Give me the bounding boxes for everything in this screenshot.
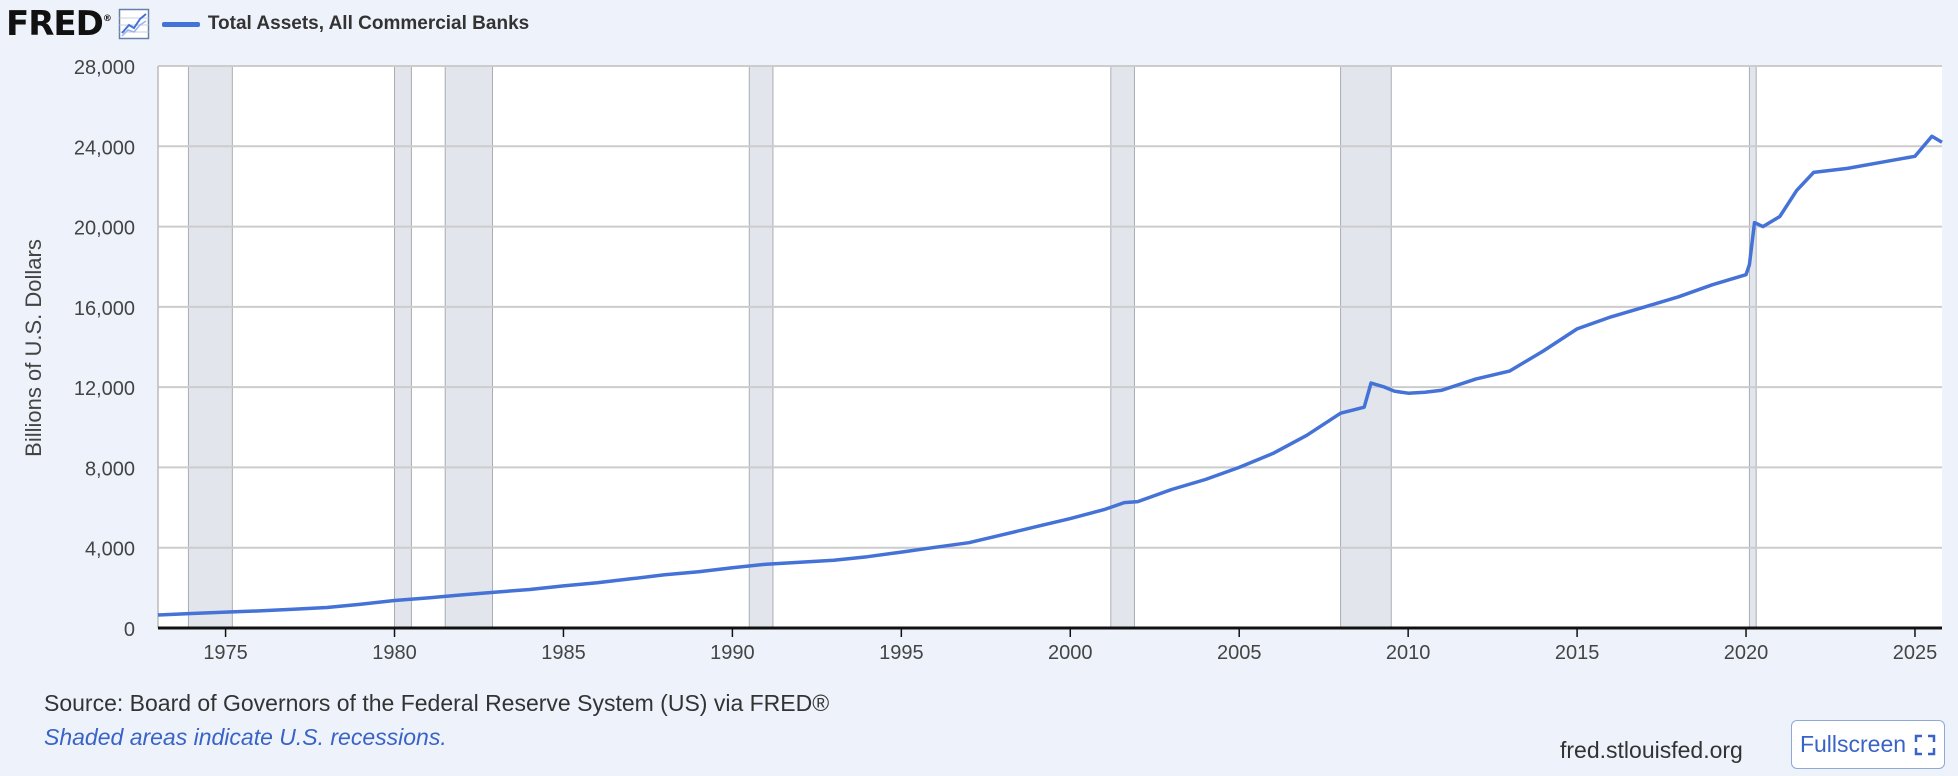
fullscreen-icon (1914, 734, 1936, 755)
logo-text: FRED (6, 4, 104, 44)
recession-note: Shaded areas indicate U.S. recessions. (44, 724, 447, 750)
legend-swatch (161, 21, 200, 27)
y-tick-label: 16,000 (74, 298, 135, 320)
y-axis-label: Billions of U.S. Dollars (21, 239, 46, 457)
fullscreen-button[interactable]: Fullscreen (1791, 720, 1945, 769)
x-tick-label: 1980 (372, 642, 417, 664)
y-axis-ticks: 0 4,000 8,000 12,000 16,000 20,000 24,000 28,00… (74, 57, 135, 641)
recession-band (1110, 66, 1135, 628)
y-tick-label: 8,000 (85, 458, 135, 480)
fullscreen-label: Fullscreen (1799, 731, 1907, 757)
plot-background (158, 66, 1942, 628)
recession-band (1340, 66, 1392, 628)
recession-band (445, 66, 493, 628)
y-tick-label: 0 (124, 619, 135, 641)
x-axis-ticks: 1975 1980 1985 1990 1995 2000 2005 2010 2015 2020… (158, 626, 1942, 664)
series-title[interactable]: Total Assets, All Commercial Banks (207, 13, 530, 34)
y-tick-label: 28,000 (74, 57, 135, 79)
y-tick-label: 20,000 (74, 218, 135, 240)
x-tick-label: 2005 (1217, 642, 1262, 664)
recession-bands (187, 66, 1757, 628)
recession-band (1749, 66, 1757, 628)
line-chart-icon[interactable] (118, 8, 150, 40)
chart-header: FRED® Total Assets, All Commercial Banks (6, 4, 529, 44)
series-line[interactable] (157, 134, 1943, 617)
x-tick-label: 2020 (1724, 642, 1769, 664)
recession-band (394, 66, 412, 628)
x-tick-label: 1975 (203, 642, 248, 664)
x-tick-label: 2015 (1555, 642, 1600, 664)
y-tick-label: 24,000 (74, 137, 135, 159)
x-tick-label: 1995 (879, 642, 924, 664)
source-text: Source: Board of Governors of the Federa… (44, 690, 830, 716)
site-link[interactable]: fred.stlouisfed.org (1560, 737, 1743, 763)
x-tick-label: 2010 (1386, 642, 1431, 664)
series-layer (157, 134, 1943, 617)
y-tick-label: 4,000 (85, 539, 135, 561)
x-tick-label: 1985 (541, 642, 586, 664)
y-tick-label: 12,000 (74, 378, 135, 400)
recession-band (749, 66, 773, 628)
x-tick-label: 1990 (710, 642, 755, 664)
x-tick-label: 2025 (1893, 642, 1938, 664)
logo-mark: ® (102, 13, 112, 24)
fred-logo[interactable]: FRED® (6, 7, 112, 41)
x-tick-label: 2000 (1048, 642, 1093, 664)
recession-band (188, 66, 233, 628)
